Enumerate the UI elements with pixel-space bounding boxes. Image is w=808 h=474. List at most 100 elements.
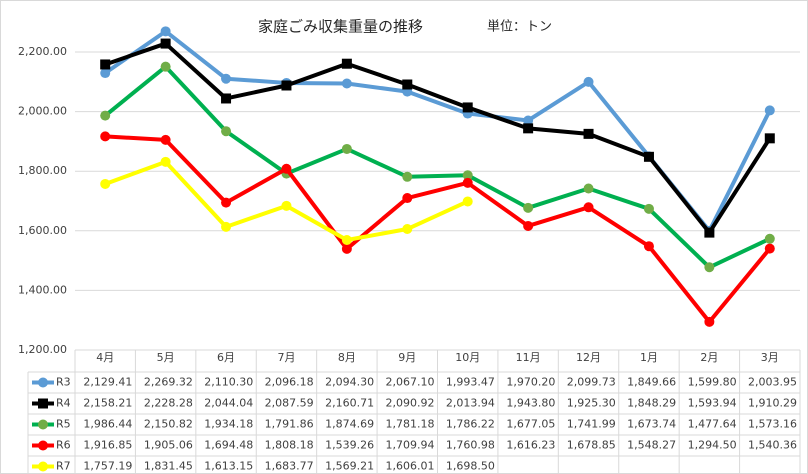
x-tick-label: 6月 (217, 351, 235, 364)
y-tick-label: 2,200.00 (18, 45, 67, 58)
series-marker (523, 220, 534, 231)
series-marker (523, 115, 534, 126)
x-tick-label: 12月 (576, 351, 601, 364)
table-cell: 1,294.50 (688, 439, 737, 452)
legend-label: R7 (56, 460, 71, 473)
table-cell: 1,905.06 (144, 439, 193, 452)
table-cell: 1,694.48 (204, 439, 253, 452)
legend-label: R5 (56, 418, 71, 431)
table-cell: 1,916.85 (83, 439, 132, 452)
series-marker (221, 73, 232, 84)
series-line (103, 64, 771, 270)
legend-label: R3 (56, 376, 71, 389)
legend-label: R4 (56, 397, 71, 410)
x-tick-label: 3月 (761, 351, 779, 364)
series-marker (281, 80, 292, 91)
table-cell: 1,970.20 (506, 376, 555, 389)
series-marker (583, 202, 594, 213)
table-cell: 1,993.47 (446, 376, 495, 389)
series-marker (341, 243, 352, 254)
series-marker (341, 143, 352, 154)
table-cell: 2,044.04 (204, 397, 253, 410)
table-cell: 1,786.22 (446, 418, 495, 431)
table-cell: 2,150.82 (144, 418, 193, 431)
table-cell: 2,003.95 (748, 376, 797, 389)
series-marker (402, 171, 413, 182)
x-tick-label: 7月 (277, 351, 295, 364)
table-cell: 2,129.41 (83, 376, 132, 389)
table-cell: 2,228.28 (144, 397, 193, 410)
series-marker (583, 183, 594, 194)
series-marker (764, 233, 775, 244)
table-cell: 1,678.85 (567, 439, 616, 452)
series-marker (643, 241, 654, 252)
series-marker (583, 128, 594, 139)
series-marker (462, 196, 473, 207)
x-tick-label: 11月 (516, 351, 541, 364)
series-marker (160, 26, 171, 37)
x-tick-label: 10月 (455, 351, 480, 364)
x-tick-label: 4月 (96, 351, 114, 364)
series-marker (221, 197, 232, 208)
table-cell: 1,760.98 (446, 439, 495, 452)
series-marker (281, 163, 292, 174)
table-cell: 1,540.36 (748, 439, 797, 452)
table-cell: 2,013.94 (446, 397, 495, 410)
table-cell: 2,099.73 (567, 376, 616, 389)
table-cell: 2,110.30 (204, 376, 253, 389)
legend-marker (38, 440, 48, 451)
x-tick-label: 9月 (398, 351, 416, 364)
series-marker (643, 203, 654, 214)
series-line (105, 134, 772, 324)
table-cell: 1,606.01 (386, 460, 435, 473)
series-marker (160, 61, 171, 72)
table-cell: 1,781.18 (386, 418, 435, 431)
chart-title: 家庭ごみ収集重量の推移 (258, 18, 423, 36)
table-cell: 1,613.15 (204, 460, 253, 473)
series-marker (160, 38, 171, 49)
table-cell: 1,831.45 (144, 460, 193, 473)
legend-marker (38, 419, 48, 430)
series-marker (221, 126, 232, 137)
series-marker (402, 224, 413, 235)
series-marker (643, 151, 654, 162)
table-cell: 1,934.18 (204, 418, 253, 431)
series-marker (100, 68, 111, 79)
table-cell: 2,087.59 (265, 397, 314, 410)
series-marker (402, 193, 413, 204)
y-tick-label: 1,200.00 (18, 343, 67, 356)
series-marker (764, 243, 775, 254)
series-marker (100, 178, 111, 189)
table-cell: 1,599.80 (688, 376, 737, 389)
table-cell: 1,709.94 (386, 439, 435, 452)
y-tick-label: 1,600.00 (18, 224, 67, 237)
table-cell: 2,269.32 (144, 376, 193, 389)
table-cell: 1,548.27 (627, 439, 676, 452)
table-cell: 1,808.18 (265, 439, 314, 452)
series-marker (704, 262, 715, 273)
chart-subtitle: 単位：トン (487, 19, 552, 35)
series-marker (764, 105, 775, 116)
series-marker (402, 79, 413, 90)
table-cell: 1,593.94 (688, 397, 737, 410)
series-marker (462, 102, 473, 113)
x-tick-label: 8月 (338, 351, 356, 364)
x-tick-label: 5月 (157, 351, 175, 364)
series-marker (462, 170, 473, 181)
table-cell: 1,683.77 (265, 460, 314, 473)
table-cell: 1,910.29 (748, 397, 797, 410)
series-marker (221, 93, 232, 104)
table-cell: 1,849.66 (627, 376, 676, 389)
y-tick-label: 1,800.00 (18, 164, 67, 177)
series-marker (523, 202, 534, 213)
table-cell: 1,791.86 (265, 418, 314, 431)
series-marker (160, 134, 171, 145)
table-cell: 1,573.16 (748, 418, 797, 431)
table-cell: 1,616.23 (506, 439, 555, 452)
y-tick-label: 1,400.00 (18, 283, 67, 296)
series-marker (281, 200, 292, 211)
table-cell: 2,090.92 (386, 397, 435, 410)
series-marker (341, 234, 352, 245)
table-cell: 2,067.10 (386, 376, 435, 389)
